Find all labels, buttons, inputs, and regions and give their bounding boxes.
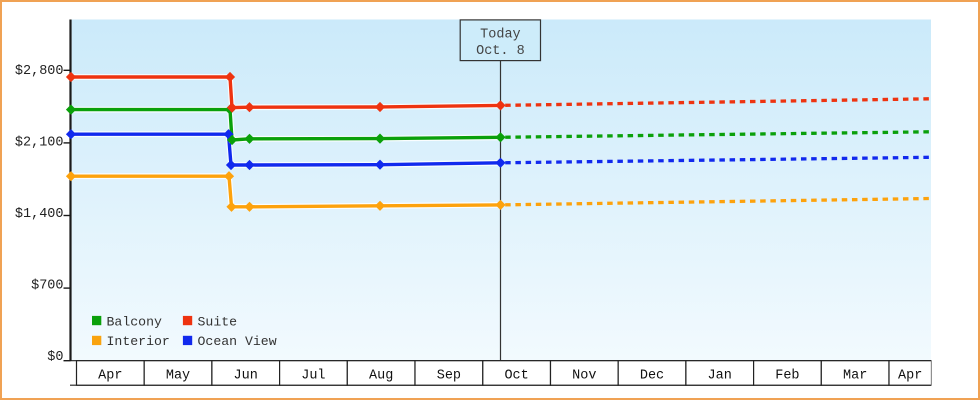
svg-text:May: May (166, 368, 190, 383)
svg-text:Interior: Interior (107, 334, 170, 349)
svg-text:$2,100: $2,100 (15, 136, 64, 151)
svg-text:Jan: Jan (708, 368, 732, 383)
svg-text:Oct: Oct (504, 368, 528, 383)
svg-text:Today: Today (480, 28, 521, 43)
svg-text:Nov: Nov (572, 368, 596, 383)
svg-text:Feb: Feb (775, 368, 799, 383)
svg-text:Balcony: Balcony (107, 314, 162, 329)
svg-text:Ocean View: Ocean View (198, 334, 277, 349)
svg-text:$1,400: $1,400 (15, 207, 64, 222)
svg-text:Jul: Jul (301, 368, 325, 383)
svg-text:$0: $0 (47, 350, 63, 365)
svg-text:Apr: Apr (898, 368, 922, 383)
svg-text:$2,800: $2,800 (15, 64, 64, 79)
svg-text:Suite: Suite (198, 314, 238, 329)
svg-text:Aug: Aug (369, 368, 393, 383)
svg-text:Dec: Dec (640, 368, 664, 383)
svg-text:Jun: Jun (234, 368, 258, 383)
svg-text:Mar: Mar (843, 368, 867, 383)
svg-text:Sep: Sep (437, 368, 461, 383)
svg-text:$700: $700 (31, 279, 63, 294)
svg-text:Apr: Apr (98, 368, 122, 383)
svg-text:Oct. 8: Oct. 8 (476, 44, 525, 59)
